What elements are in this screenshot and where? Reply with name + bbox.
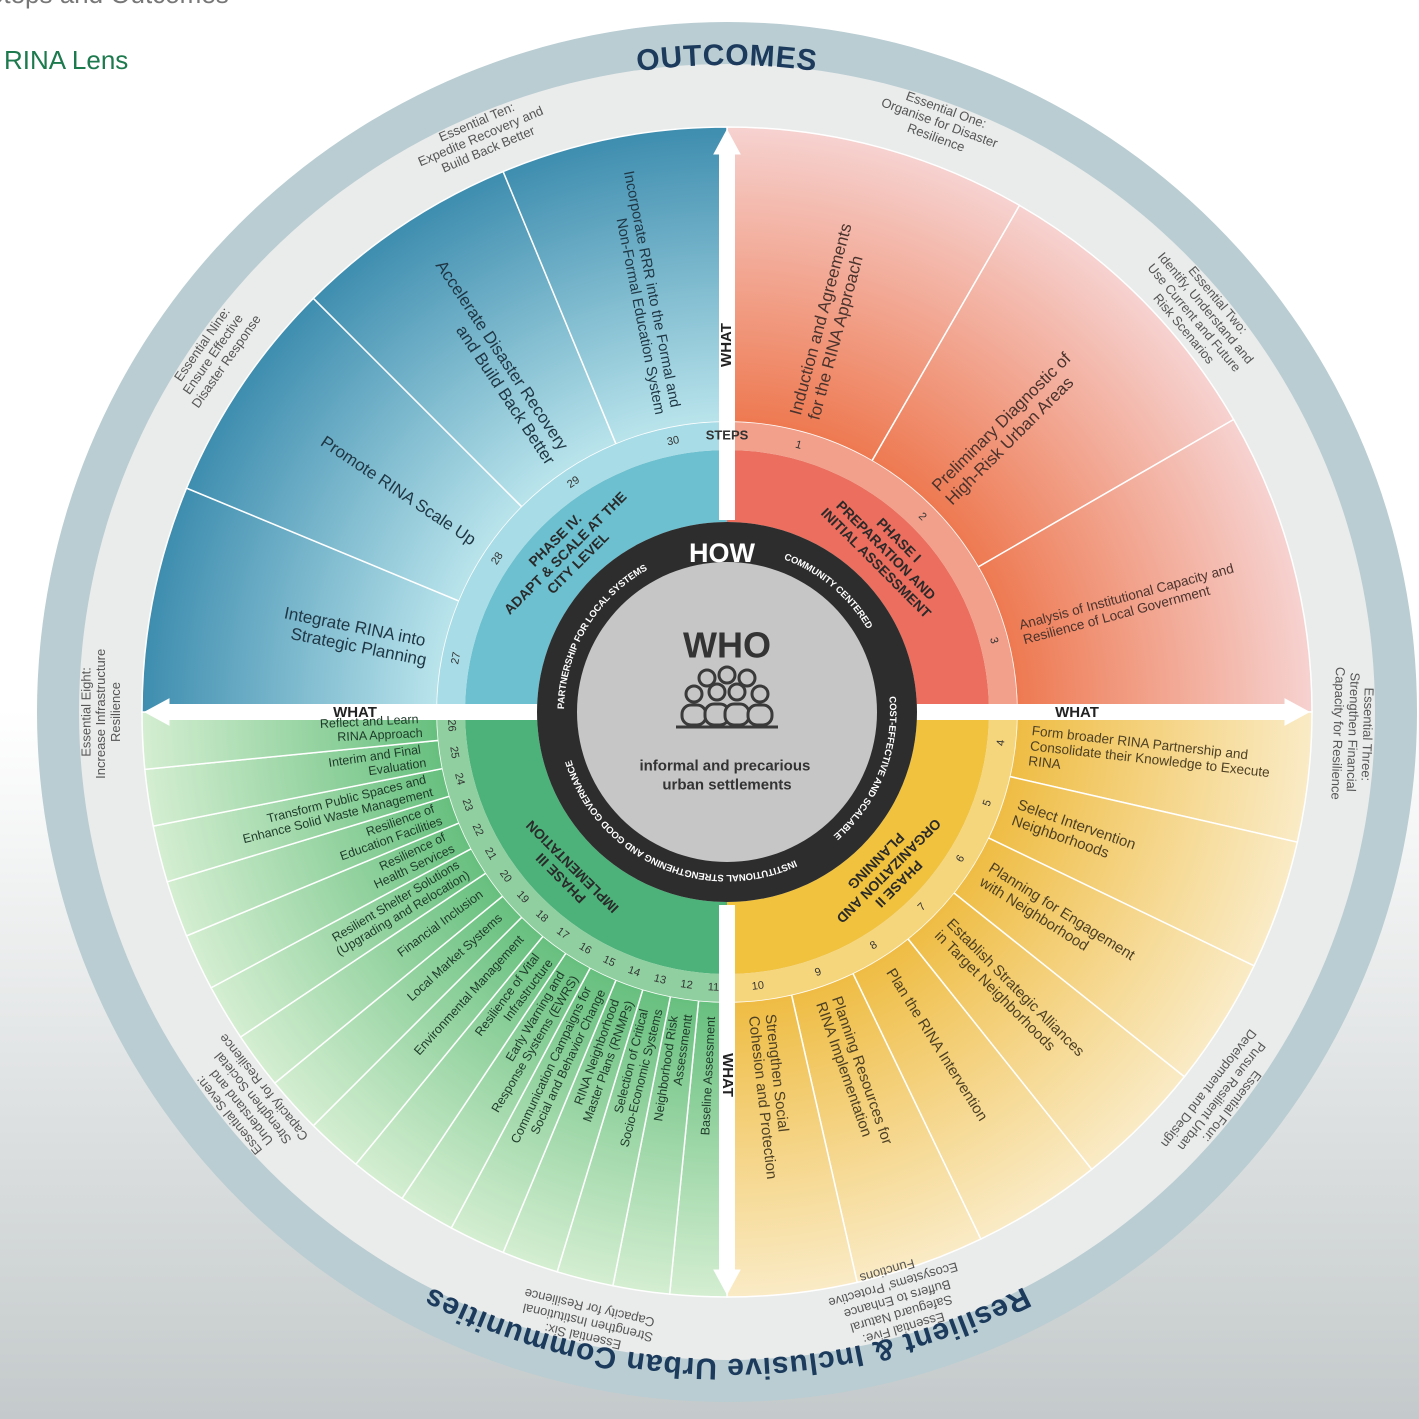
- steps-label: STEPS: [706, 427, 749, 442]
- page-subtitle: RINA Lens: [4, 45, 128, 75]
- step-number: 11: [707, 981, 719, 994]
- step-number: 10: [751, 980, 765, 993]
- how-title: HOW: [689, 538, 756, 568]
- who-title: WHO: [683, 625, 771, 666]
- essential-text: Strengthen Financial Capacity for Resili…: [1328, 667, 1363, 801]
- step-number: 30: [666, 434, 680, 448]
- step-number: 12: [680, 978, 694, 992]
- what-label: WHAT: [718, 323, 735, 367]
- step-number: 27: [449, 651, 463, 665]
- what-label: WHAT: [719, 1053, 736, 1097]
- rina-wheel: Steps and Outcomes RINA Lens HOW COMMUNI…: [0, 0, 1419, 1419]
- step-number: 26: [445, 719, 458, 732]
- essential-label: Essential Eight:: [78, 667, 93, 757]
- essential: Essential Three:Strengthen Financial Cap…: [1328, 667, 1378, 801]
- page-title: Steps and Outcomes: [0, 0, 229, 9]
- step-number: 25: [447, 746, 461, 760]
- what-label: WHAT: [1055, 704, 1099, 721]
